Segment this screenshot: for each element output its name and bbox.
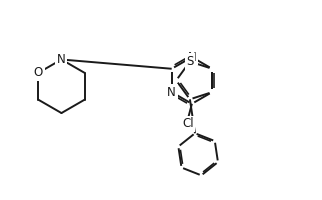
Text: O: O: [33, 66, 43, 79]
Text: N: N: [57, 53, 66, 66]
Text: N: N: [167, 86, 176, 99]
Text: Cl: Cl: [182, 117, 194, 130]
Text: N: N: [187, 51, 196, 64]
Text: S: S: [186, 55, 194, 68]
